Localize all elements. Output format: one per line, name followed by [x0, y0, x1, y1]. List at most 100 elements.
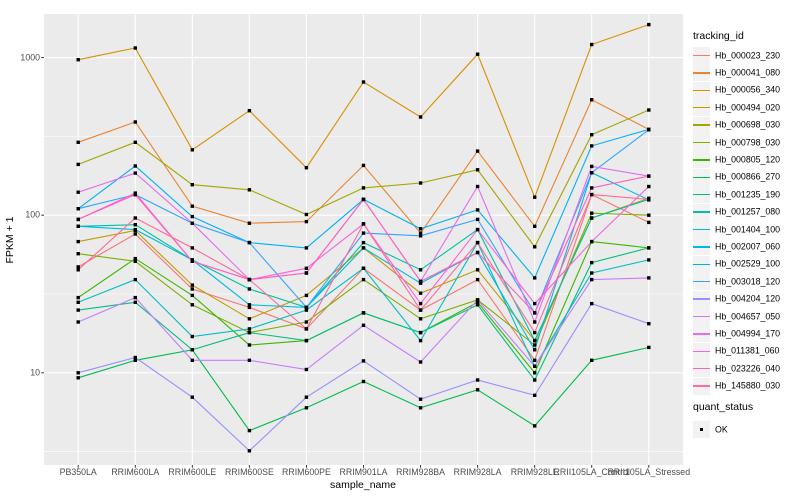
data-point: [533, 330, 537, 335]
data-point: [304, 166, 309, 170]
data-point: [247, 277, 252, 282]
data-point: [247, 240, 252, 245]
data-point: [247, 330, 252, 335]
legend-key-line: [693, 211, 710, 213]
data-point: [647, 22, 651, 27]
data-point: [418, 227, 423, 231]
data-point: [418, 360, 423, 364]
data-point: [361, 277, 366, 282]
legend-entry-Hb_001257_080: Hb_001257_080: [693, 203, 800, 221]
data-point: [475, 168, 480, 172]
data-point: [190, 148, 194, 152]
legend-key-line: [693, 176, 710, 178]
legend-key-box: [693, 238, 710, 256]
data-point: [304, 266, 309, 270]
data-point: [76, 300, 80, 304]
data-point: [475, 268, 480, 272]
data-point: [533, 364, 537, 368]
data-point: [647, 197, 651, 202]
data-point: [304, 338, 309, 343]
data-point: [418, 279, 423, 284]
legend-key-box: [693, 308, 710, 325]
legend-key-box: [693, 273, 710, 291]
legend-entry-label: Hb_004657_050: [715, 311, 781, 322]
y-tick-label: 10: [30, 367, 40, 378]
legend-entry-label: Hb_001404_100: [715, 224, 781, 235]
legend-entry-label: Hb_000698_030: [715, 119, 781, 130]
data-point: [76, 207, 80, 211]
data-point: [304, 395, 309, 399]
data-point: [190, 183, 194, 187]
data-point: [133, 358, 137, 362]
data-point: [190, 293, 194, 298]
data-point: [76, 140, 80, 144]
data-point: [133, 216, 137, 220]
legend-entry-Hb_023226_040: Hb_023226_040: [693, 360, 800, 378]
data-point: [190, 287, 194, 291]
data-point: [133, 46, 137, 50]
data-point: [475, 388, 480, 392]
legend-entry-label: Hb_023226_040: [715, 363, 781, 374]
legend-key-line: [693, 263, 710, 265]
data-point: [361, 231, 366, 235]
legend-key-box: [693, 81, 710, 99]
data-point: [590, 271, 594, 275]
data-point: [76, 58, 80, 62]
legend-entry-label: Hb_011381_060: [715, 345, 780, 356]
data-point: [475, 217, 480, 222]
data-point: [247, 188, 252, 192]
data-point: [475, 208, 480, 212]
data-point: [590, 260, 594, 265]
legend-entry-Hb_000698_030: Hb_000698_030: [693, 116, 800, 134]
data-point: [590, 186, 594, 190]
data-point: [133, 223, 137, 227]
data-point: [590, 277, 594, 282]
legend-entry-label: Hb_000041_080: [715, 67, 781, 78]
data-point: [361, 311, 366, 315]
data-point: [133, 171, 137, 175]
data-point: [590, 171, 594, 175]
data-point: [190, 259, 194, 263]
legend-key-box: [693, 255, 710, 273]
data-point: [647, 276, 651, 280]
legend-key-line: [693, 159, 710, 161]
data-point: [247, 221, 252, 225]
data-point: [475, 250, 480, 255]
data-point: [133, 256, 137, 261]
legend-key-line: [693, 280, 710, 283]
data-point: [361, 240, 366, 245]
legend-entry-Hb_000866_270: Hb_000866_270: [693, 168, 800, 186]
data-point: [304, 271, 309, 275]
data-point: [133, 355, 137, 360]
data-point: [533, 358, 537, 362]
data-point: [418, 406, 423, 410]
data-point: [133, 259, 137, 263]
legend-entry-Hb_001404_100: Hb_001404_100: [693, 221, 800, 238]
legend-key-line: [693, 106, 710, 109]
legend-key-box: [693, 47, 710, 64]
legend-entry-Hb_000494_020: Hb_000494_020: [693, 99, 800, 117]
legend-key-line: [693, 228, 710, 231]
data-point: [418, 308, 423, 312]
legend-entry-Hb_145880_030: Hb_145880_030: [693, 377, 800, 395]
legend-entry-label: Hb_000805_120: [715, 154, 781, 165]
data-point: [475, 184, 480, 189]
legend-entry-label: Hb_000494_020: [715, 102, 781, 113]
data-point: [133, 300, 137, 304]
data-point: [533, 343, 537, 347]
data-point: [418, 268, 423, 272]
y-tick-label: 1000: [20, 52, 40, 63]
data-point: [590, 216, 594, 220]
legend-entry-Hb_011381_060: Hb_011381_060: [693, 342, 800, 360]
data-point: [361, 359, 366, 363]
data-point: [475, 52, 480, 56]
legend-key-line: [693, 315, 710, 318]
data-point: [361, 266, 366, 270]
x-tick-label: RRIM600PE: [281, 467, 331, 477]
data-point: [76, 371, 80, 375]
data-point: [475, 227, 480, 232]
legend-entry-label: Hb_001235_190: [715, 189, 781, 200]
x-tick-label: RRIM600LE: [168, 467, 217, 477]
y-tick-label: 100: [25, 209, 40, 220]
